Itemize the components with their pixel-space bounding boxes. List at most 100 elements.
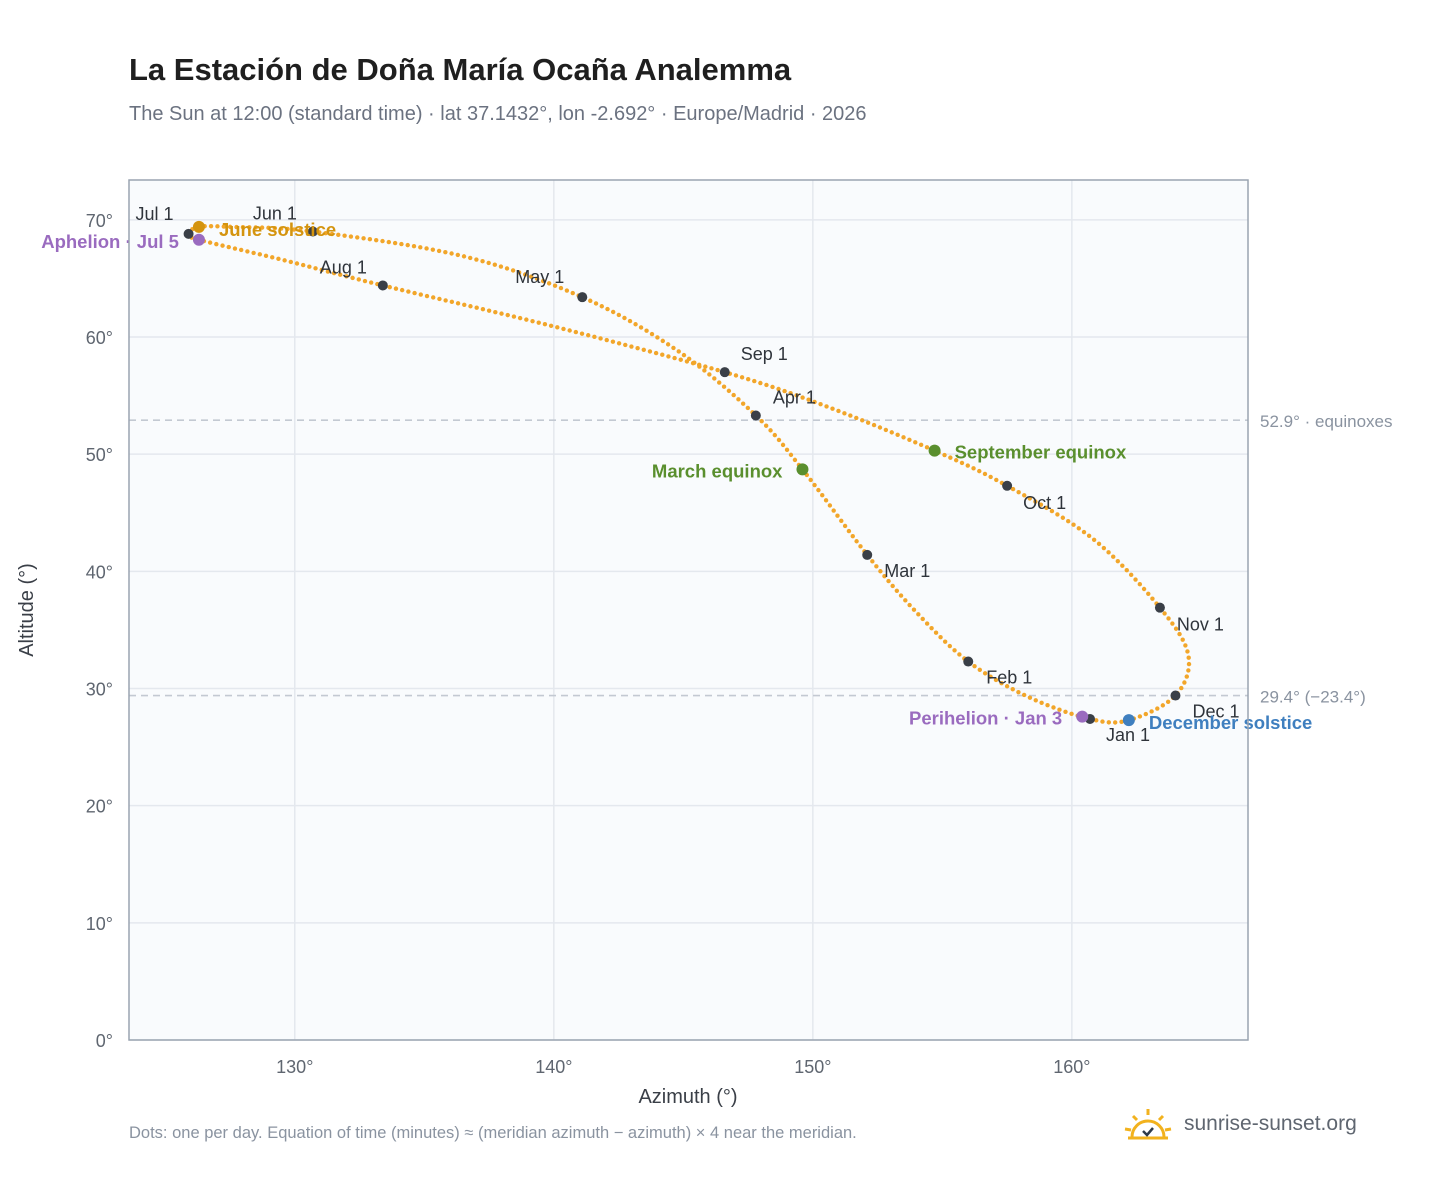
month-marker [307,226,318,237]
daily-dot [342,233,347,238]
daily-dot [770,384,775,390]
daily-dot [251,250,256,256]
daily-dot [788,452,794,458]
daily-dot [338,272,343,277]
daily-dot [593,301,599,306]
daily-dot [709,366,714,371]
daily-dot [933,630,939,635]
daily-dot [823,498,829,503]
brand-logo[interactable]: sunrise-sunset.org [1122,1104,1357,1144]
event-label: Aphelion · Jul 5 [41,231,179,252]
daily-dot [681,352,687,358]
daily-dot [772,432,778,438]
daily-dot [356,277,361,282]
daily-dot [253,225,258,230]
daily-dot [999,680,1004,686]
daily-dot [1027,695,1033,700]
reference-line-label: 52.9° · equinoxes [1260,412,1393,431]
daily-dot [1096,541,1102,547]
daily-dot [238,247,244,253]
daily-dot [703,364,708,369]
daily-dot [1004,684,1010,689]
daily-dot [1016,689,1021,695]
daily-dot [768,428,773,433]
daily-dot [678,357,683,362]
daily-dot [392,240,398,246]
daily-dot [907,437,912,442]
month-label: Jan 1 [1106,725,1150,745]
daily-dot [1086,533,1092,539]
month-marker [1002,480,1013,491]
month-marker [750,410,761,421]
month-label: Mar 1 [884,561,930,581]
daily-dot [835,513,840,518]
month-label: Aug 1 [320,257,367,277]
daily-dot [393,286,399,291]
daily-dot [848,413,853,418]
daily-dot [355,235,360,240]
daily-dot [721,384,727,389]
plot-background [129,180,1248,1040]
daily-dot [717,380,722,385]
daily-dot [1165,699,1171,705]
daily-dot [740,401,746,406]
daily-dot [907,602,912,608]
daily-dot [1016,489,1021,495]
daily-dot [827,503,833,508]
daily-dot [424,293,430,299]
daily-dot [820,493,825,498]
daily-dot [916,612,921,617]
daily-dot [870,559,875,564]
daily-dot [924,621,930,626]
daily-dot [1150,596,1155,601]
daily-dot [671,345,676,351]
daily-dot [350,275,355,281]
daily-dot [1021,692,1027,698]
x-tick-label: 130° [276,1057,313,1077]
daily-dot [871,422,877,428]
daily-dot [702,368,707,373]
daily-dot [1055,512,1060,517]
daily-dot [982,671,988,676]
daily-dot [1179,685,1184,691]
daily-dot [1111,554,1116,559]
daily-dot [903,598,908,603]
x-axis-label: Azimuth (°) [638,1086,737,1108]
daily-dot [1184,674,1189,679]
daily-dot [468,255,473,261]
daily-dot [443,249,448,255]
daily-dot [788,391,793,396]
daily-dot [929,625,934,631]
daily-dot [831,508,836,513]
daily-dot [1173,626,1179,631]
daily-dot [627,318,633,324]
daily-dot [1039,700,1044,705]
daily-dot [579,331,585,336]
daily-dot [1010,486,1016,492]
daily-dot [418,292,423,297]
daily-dot [1180,637,1185,642]
reference-line-label: 29.4° (−23.4°) [1260,688,1366,707]
daily-dot [641,347,646,352]
daily-dot [1166,616,1171,621]
daily-dot [882,573,887,579]
y-axis-ticks: 0° 10° 20° 30° 40° 50° 60° 70° [86,211,113,1051]
daily-dot [486,260,491,266]
daily-dot [542,322,548,327]
daily-dot [304,228,309,234]
daily-dot [561,326,566,332]
daily-dot [758,380,763,386]
daily-dot [1182,680,1187,685]
daily-dot [279,226,284,231]
daily-dot [605,306,610,312]
daily-dot [552,283,558,288]
daily-dot [386,239,392,245]
daily-dot [1071,522,1076,527]
daily-dot [266,225,271,231]
daily-dot [522,272,528,277]
daily-dot [406,289,411,294]
daily-dot [660,338,665,344]
daily-dot [510,268,516,273]
daily-dot [938,635,943,640]
